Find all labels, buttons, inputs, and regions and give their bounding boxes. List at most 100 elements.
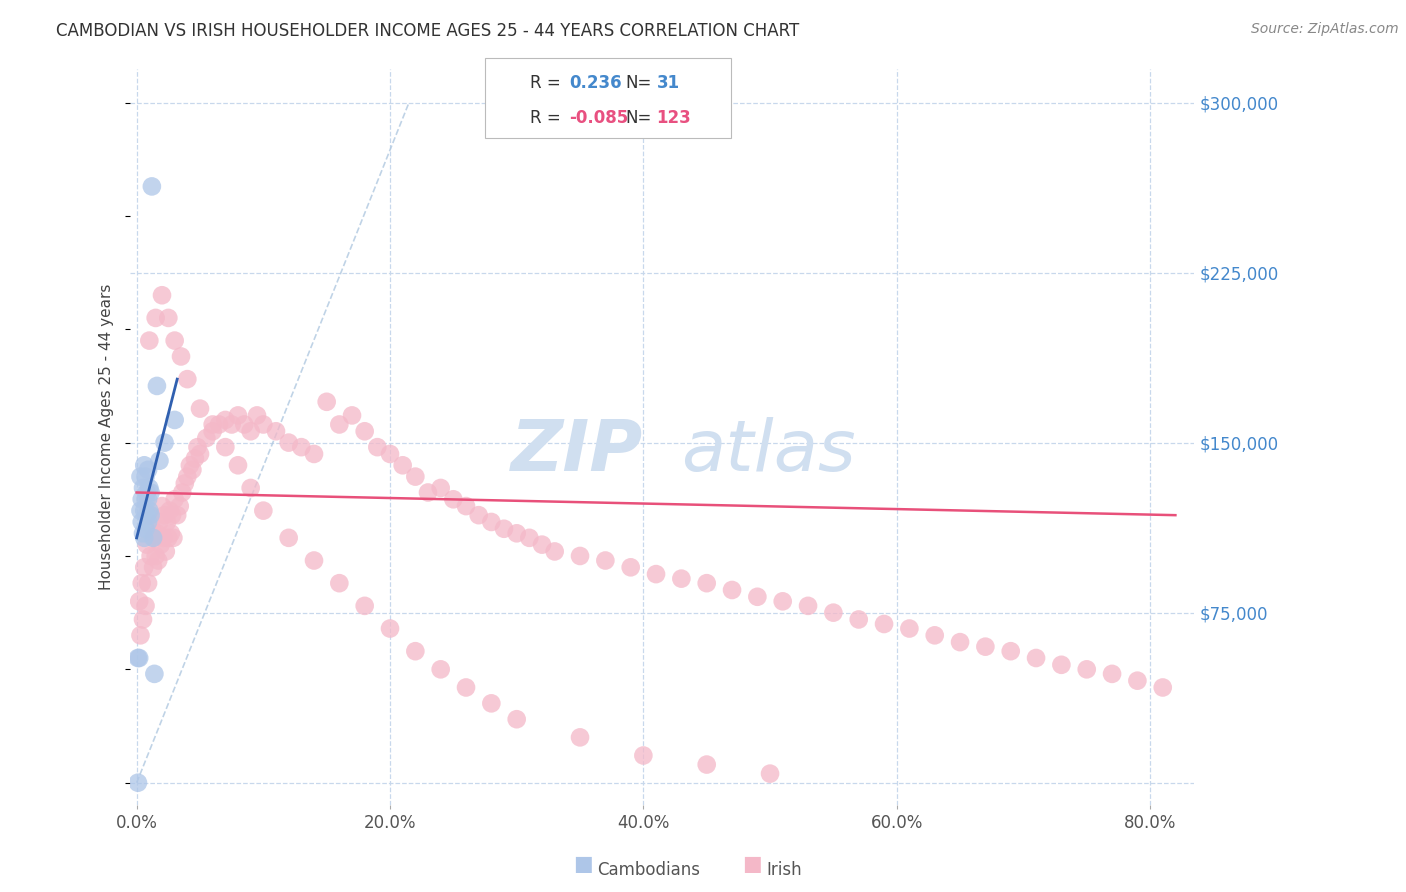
Point: [519, 531, 541, 545]
Point: [131, 492, 153, 507]
Text: N=: N=: [626, 74, 652, 92]
Y-axis label: Householder Income Ages 25 - 44 years: Householder Income Ages 25 - 44 years: [100, 284, 114, 591]
Point: [823, 606, 845, 620]
Point: [378, 622, 401, 636]
Point: [136, 492, 159, 507]
Point: [454, 499, 477, 513]
Point: [797, 599, 820, 613]
Point: [142, 531, 165, 545]
Text: CAMBODIAN VS IRISH HOUSEHOLDER INCOME AGES 25 - 44 YEARS CORRELATION CHART: CAMBODIAN VS IRISH HOUSEHOLDER INCOME AG…: [56, 22, 800, 40]
Point: [128, 651, 150, 665]
Point: [404, 469, 426, 483]
Point: [163, 413, 186, 427]
Point: [135, 599, 157, 613]
Text: 31: 31: [657, 74, 679, 92]
Point: [1101, 666, 1123, 681]
Text: -0.085: -0.085: [569, 109, 628, 127]
Point: [328, 417, 350, 432]
Point: [226, 458, 249, 473]
Point: [429, 481, 451, 495]
Point: [135, 522, 157, 536]
Point: [633, 748, 655, 763]
Point: [195, 431, 218, 445]
Point: [404, 644, 426, 658]
Point: [747, 590, 769, 604]
Point: [239, 424, 262, 438]
Point: [873, 617, 896, 632]
Point: [302, 447, 325, 461]
Point: [143, 666, 166, 681]
Point: [1000, 644, 1022, 658]
Point: [160, 508, 183, 523]
Point: [479, 515, 502, 529]
Point: [569, 731, 592, 745]
Text: 0.236: 0.236: [569, 74, 621, 92]
Point: [252, 503, 274, 517]
Point: [1050, 657, 1073, 672]
Point: [132, 481, 155, 495]
Point: [172, 485, 194, 500]
Point: [1126, 673, 1149, 688]
Point: [129, 628, 152, 642]
Point: [353, 424, 375, 438]
Point: [696, 576, 718, 591]
Point: [141, 522, 163, 536]
Point: [290, 440, 312, 454]
Point: [366, 440, 388, 454]
Point: [134, 503, 156, 517]
Point: [157, 531, 180, 545]
Point: [139, 485, 162, 500]
Point: [214, 413, 236, 427]
Point: [201, 417, 224, 432]
Point: [302, 553, 325, 567]
Point: [162, 531, 184, 545]
Point: [221, 417, 243, 432]
Point: [531, 538, 554, 552]
Point: [188, 447, 211, 461]
Point: [391, 458, 413, 473]
Point: [277, 435, 299, 450]
Point: [328, 576, 350, 591]
Point: [131, 515, 153, 529]
Point: [454, 681, 477, 695]
Point: [138, 503, 160, 517]
Point: [136, 515, 159, 529]
Point: [416, 485, 439, 500]
Point: [378, 447, 401, 461]
Point: [721, 582, 744, 597]
Point: [441, 492, 464, 507]
Point: [160, 526, 183, 541]
Point: [467, 508, 489, 523]
Point: [131, 576, 153, 591]
Point: [138, 508, 160, 523]
Point: [505, 712, 527, 726]
Point: [277, 531, 299, 545]
Point: [949, 635, 972, 649]
Point: [150, 288, 173, 302]
Point: [150, 499, 173, 513]
Point: [148, 553, 170, 567]
Point: [181, 463, 204, 477]
Point: [138, 481, 160, 495]
Point: [145, 310, 167, 325]
Point: [148, 515, 170, 529]
Point: [252, 417, 274, 432]
Point: [134, 531, 156, 545]
Point: [569, 549, 592, 563]
Point: [924, 628, 946, 642]
Point: [134, 458, 156, 473]
Point: [264, 424, 287, 438]
Point: [143, 531, 166, 545]
Point: [136, 576, 159, 591]
Point: [1076, 662, 1098, 676]
Point: [129, 503, 152, 517]
Point: [184, 451, 207, 466]
Point: [505, 526, 527, 541]
Point: [169, 499, 191, 513]
Point: [135, 485, 157, 500]
Point: [429, 662, 451, 676]
Point: [170, 350, 193, 364]
Point: [163, 334, 186, 348]
Point: [129, 469, 152, 483]
Point: [239, 481, 262, 495]
